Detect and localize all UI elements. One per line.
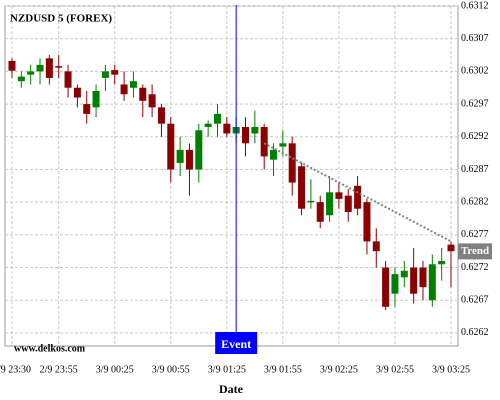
y-tick-label: 0.6302 bbox=[461, 66, 489, 77]
x-tick-label: 3/9 00:25 bbox=[96, 364, 134, 375]
chart-title: NZDUSD 5 (FOREX) bbox=[10, 13, 112, 25]
candle-body bbox=[120, 84, 128, 95]
candle-body bbox=[64, 71, 72, 88]
candle-body bbox=[73, 87, 81, 98]
candle-body bbox=[307, 200, 315, 203]
candle-body bbox=[223, 123, 231, 134]
x-tick-label: 3/9 01:25 bbox=[208, 364, 246, 375]
y-tick-label: 0.6292 bbox=[461, 131, 489, 142]
candle-body bbox=[410, 267, 418, 294]
candle-body bbox=[335, 192, 343, 199]
watermark: www.delkos.com bbox=[14, 343, 86, 354]
candle-body bbox=[45, 58, 53, 78]
y-tick-label: 0.6277 bbox=[461, 229, 489, 240]
candle-body bbox=[213, 113, 221, 124]
y-tick-label: 0.6287 bbox=[461, 164, 489, 175]
candle-body bbox=[55, 66, 63, 68]
candle-body bbox=[83, 104, 91, 114]
candle-body bbox=[447, 244, 455, 252]
candle-body bbox=[372, 241, 380, 252]
candle-body bbox=[195, 130, 203, 170]
x-tick-label: 3/9 03:25 bbox=[432, 364, 470, 375]
x-tick-label: 3/9 02:25 bbox=[320, 364, 358, 375]
candle-body bbox=[204, 123, 212, 127]
x-tick-label: 2/9 23:55 bbox=[40, 364, 78, 375]
candle-body bbox=[148, 94, 156, 108]
candle-body bbox=[391, 274, 399, 294]
candle-body bbox=[139, 87, 147, 101]
candle-body bbox=[8, 60, 16, 71]
candle-body bbox=[111, 70, 119, 75]
candle-body bbox=[382, 267, 390, 307]
candle-body bbox=[176, 149, 184, 163]
candle-body bbox=[27, 71, 35, 75]
candle-body bbox=[101, 71, 109, 78]
trend-label-box bbox=[458, 243, 492, 260]
y-tick-label: 0.6267 bbox=[461, 295, 489, 306]
candle-body bbox=[270, 149, 278, 160]
candle-body bbox=[288, 143, 296, 183]
candle-body bbox=[298, 166, 306, 209]
x-tick-label: 3/9 01:55 bbox=[264, 364, 302, 375]
x-axis-title: Date bbox=[219, 382, 244, 396]
candle-body bbox=[316, 202, 324, 222]
candle-body bbox=[354, 185, 362, 209]
y-tick-label: 0.6272 bbox=[461, 262, 489, 273]
event-label-box bbox=[215, 332, 258, 354]
x-tick-label: 3/9 02:55 bbox=[376, 364, 414, 375]
y-tick-label: 0.6297 bbox=[461, 98, 489, 109]
candle-body bbox=[251, 126, 259, 134]
candle-body bbox=[92, 91, 100, 108]
candle-body bbox=[167, 123, 175, 170]
candle-body bbox=[17, 76, 25, 82]
trend-label: Trend bbox=[461, 245, 489, 257]
y-tick-label: 0.6262 bbox=[461, 327, 489, 338]
y-tick-label: 0.6312 bbox=[461, 0, 489, 11]
candle-body bbox=[157, 107, 165, 124]
candle-body bbox=[344, 195, 352, 212]
candle-body bbox=[400, 270, 408, 278]
candle-body bbox=[129, 81, 137, 88]
candle-body bbox=[185, 149, 193, 170]
candle-body bbox=[242, 126, 250, 144]
event-label: Event bbox=[221, 337, 251, 351]
x-tick-label: 2/9 23:30 bbox=[0, 364, 31, 375]
candle-body bbox=[438, 261, 446, 265]
candle-body bbox=[260, 126, 268, 157]
candle-body bbox=[363, 202, 371, 242]
candle-body bbox=[279, 143, 287, 147]
candle-body bbox=[36, 64, 44, 72]
y-tick-label: 0.6282 bbox=[461, 196, 489, 207]
candle-body bbox=[428, 264, 436, 301]
trend-line bbox=[263, 142, 452, 243]
plot-area bbox=[4, 5, 459, 347]
candle-body bbox=[326, 192, 334, 216]
x-tick-label: 3/9 00:55 bbox=[152, 364, 190, 375]
candle-body bbox=[419, 267, 427, 288]
y-tick-label: 0.6307 bbox=[461, 33, 489, 44]
